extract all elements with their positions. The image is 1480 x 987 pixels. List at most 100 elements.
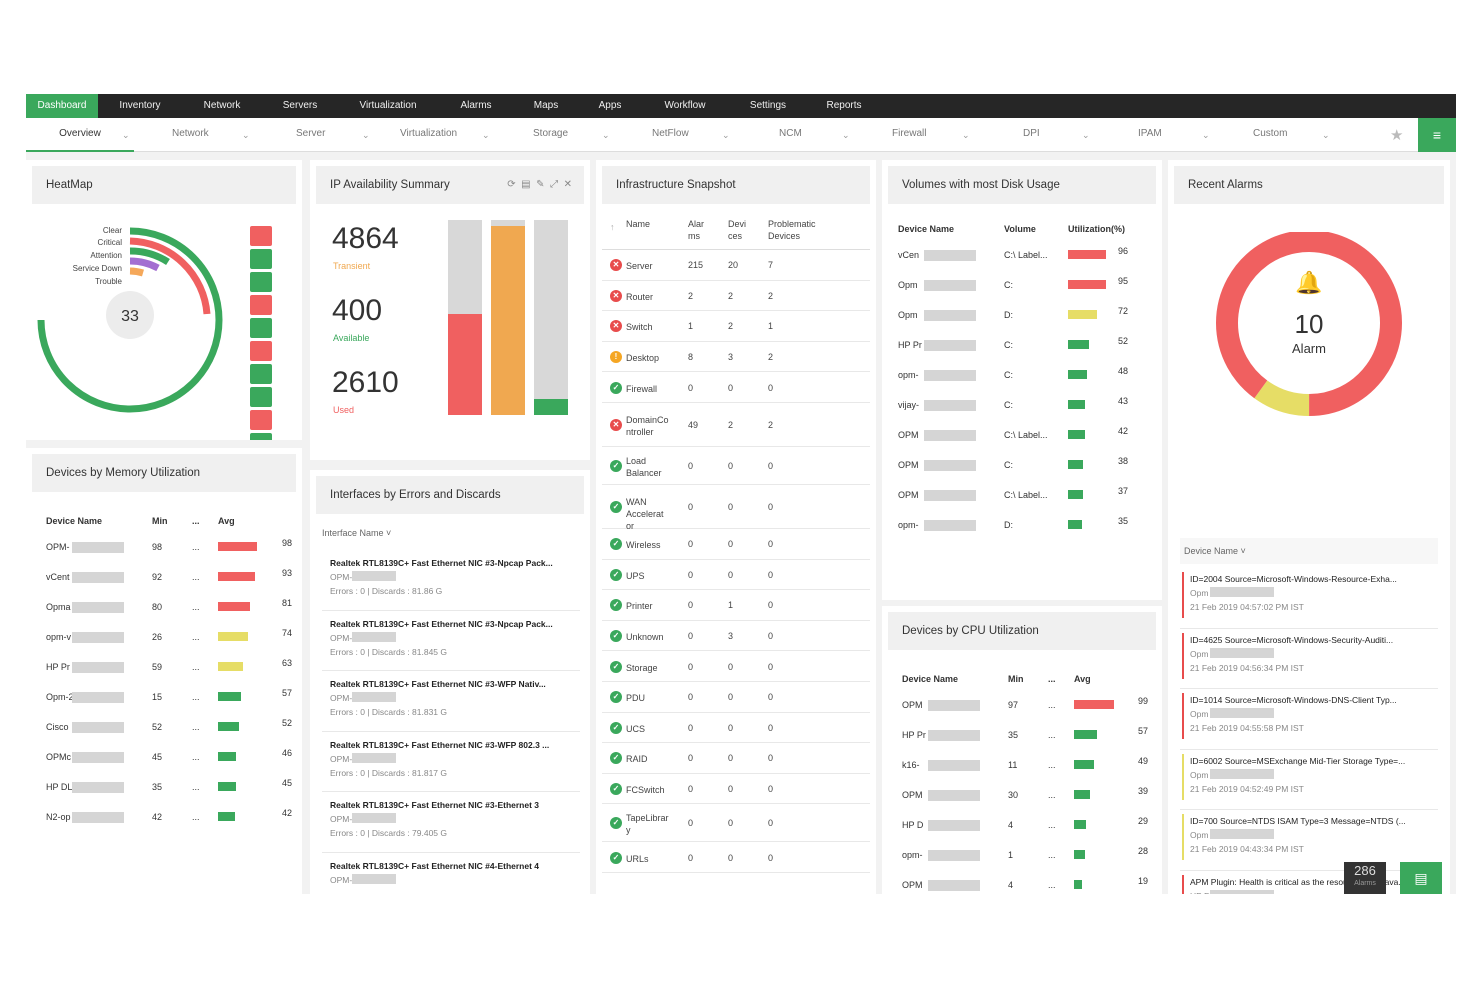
usage-row[interactable]: HP Pr 35... 57 <box>888 722 1156 752</box>
alarm-item[interactable]: ID=1014 Source=Microsoft-Windows-DNS-Cli… <box>1180 689 1438 750</box>
tab-settings[interactable]: Settings <box>749 100 787 111</box>
infra-column-header[interactable]: Name <box>626 219 651 229</box>
volumes-column-header[interactable]: Utilization(%) <box>1068 224 1125 234</box>
volumes-row[interactable]: vijay- C: 43 <box>888 390 1156 420</box>
usage-row[interactable]: Cisco 52... 52 <box>32 714 296 744</box>
tab-network[interactable]: Network <box>203 100 241 111</box>
filter-icon[interactable]: ≡ <box>1418 118 1456 152</box>
infra-row[interactable]: ✓ Load Balancer 0 0 0 <box>602 447 870 485</box>
subtab-network[interactable]: Network <box>172 128 209 139</box>
usage-column-header[interactable]: Avg <box>218 516 235 526</box>
tab-virtualization[interactable]: Virtualization <box>359 100 417 111</box>
infra-column-header[interactable]: Alar ms <box>688 219 705 241</box>
usage-row[interactable]: Opm-2 15... 57 <box>32 684 296 714</box>
interfaces-list-header[interactable]: Interface Name ˅ <box>322 528 392 538</box>
interface-item[interactable]: Realtek RTL8139C+ Fast Ethernet NIC #3-W… <box>322 732 580 792</box>
infra-row[interactable]: ✕ DomainCo ntroller 49 2 2 <box>602 403 870 447</box>
subtab-dpi[interactable]: DPI <box>1023 128 1040 139</box>
tab-apps[interactable]: Apps <box>598 100 622 111</box>
subtab-ipam[interactable]: IPAM <box>1138 128 1162 139</box>
volumes-row[interactable]: Opm D: 72 <box>888 300 1156 330</box>
usage-column-header[interactable]: Avg <box>1074 674 1091 684</box>
infra-row[interactable]: ✓ TapeLibrar y 0 0 0 <box>602 804 870 843</box>
subtab-overview[interactable]: Overview <box>26 118 134 152</box>
alarm-item[interactable]: ID=4625 Source=Microsoft-Windows-Securit… <box>1180 629 1438 689</box>
heatmap-square[interactable] <box>250 341 272 361</box>
tab-servers[interactable]: Servers <box>282 100 318 111</box>
alarm-attention-arc[interactable] <box>1254 380 1310 416</box>
usage-column-header[interactable]: Min <box>152 516 168 526</box>
alarm-item[interactable]: ID=2004 Source=Microsoft-Windows-Resourc… <box>1180 568 1438 629</box>
usage-row[interactable]: OPMc 45... 46 <box>32 744 296 774</box>
tab-maps[interactable]: Maps <box>533 100 559 111</box>
alarm-item[interactable]: ID=700 Source=NTDS ISAM Type=3 Message=N… <box>1180 810 1438 871</box>
volumes-row[interactable]: Opm C: 95 <box>888 270 1156 300</box>
infra-row[interactable]: ✓ Storage 0 0 0 <box>602 651 870 682</box>
volumes-row[interactable]: opm- D: 35 <box>888 510 1156 540</box>
usage-row[interactable]: k16- 11... 49 <box>888 752 1156 782</box>
volumes-row[interactable]: vCen C:\ Label... 96 <box>888 240 1156 270</box>
usage-row[interactable]: opm-v 26... 74 <box>32 624 296 654</box>
usage-row[interactable]: N2-op 42... 42 <box>32 804 296 834</box>
heatmap-square[interactable] <box>250 249 272 269</box>
interface-item[interactable]: Realtek RTL8139C+ Fast Ethernet NIC #4-E… <box>322 853 580 895</box>
panel-toolbar-icons[interactable]: ⟳ ▤ ✎ ⤢ ✕ <box>507 179 572 190</box>
infra-row[interactable]: ✓ UPS 0 0 0 <box>602 560 870 591</box>
interface-item[interactable]: Realtek RTL8139C+ Fast Ethernet NIC #3-N… <box>322 550 580 611</box>
chevron-down-icon[interactable]: ⌄ <box>962 130 970 140</box>
chevron-down-icon[interactable]: ⌄ <box>362 130 370 140</box>
usage-column-header[interactable]: Device Name <box>46 516 103 526</box>
alarm-item[interactable]: APM Plugin: Health is critical as the re… <box>1180 871 1438 894</box>
chevron-down-icon[interactable]: ⌄ <box>722 130 730 140</box>
infra-row[interactable]: ✓ Unknown 0 3 0 <box>602 621 870 652</box>
chevron-down-icon[interactable]: ⌄ <box>1322 130 1330 140</box>
chevron-down-icon[interactable]: ⌄ <box>842 130 850 140</box>
infra-row[interactable]: ✓ Firewall 0 0 0 <box>602 372 870 403</box>
volumes-column-header[interactable]: Volume <box>1004 224 1036 234</box>
alarm-item[interactable]: ID=6002 Source=MSExchange Mid-Tier Stora… <box>1180 750 1438 810</box>
tab-workflow[interactable]: Workflow <box>664 100 706 111</box>
usage-row[interactable]: HP D 4... 29 <box>888 812 1156 842</box>
infra-row[interactable]: ✓ RAID 0 0 0 <box>602 743 870 774</box>
usage-row[interactable]: HP DL 35... 45 <box>32 774 296 804</box>
heatmap-square[interactable] <box>250 410 272 430</box>
chat-icon[interactable]: ▤ <box>1400 862 1442 894</box>
usage-row[interactable]: OPM 97... 99 <box>888 692 1156 722</box>
usage-row[interactable]: Opma 80... 81 <box>32 594 296 624</box>
infra-row[interactable]: ✓ UCS 0 0 0 <box>602 713 870 744</box>
subtab-custom[interactable]: Custom <box>1253 128 1288 139</box>
usage-column-header[interactable]: Device Name <box>902 674 959 684</box>
heatmap-square[interactable] <box>250 226 272 246</box>
infra-row[interactable]: ✓ Wireless 0 0 0 <box>602 529 870 560</box>
ip-bar-fill[interactable] <box>534 399 568 415</box>
chevron-down-icon[interactable]: ⌄ <box>1202 130 1210 140</box>
usage-row[interactable]: vCent 92... 93 <box>32 564 296 594</box>
usage-row[interactable]: OPM 4... 19 <box>888 872 1156 894</box>
infra-column-header[interactable]: Devi ces <box>728 219 747 241</box>
volumes-column-header[interactable]: Device Name <box>898 224 955 234</box>
tab-alarms[interactable]: Alarms <box>460 100 492 111</box>
infra-row[interactable]: ✕ Server 215 20 7 <box>602 250 870 281</box>
tab-reports[interactable]: Reports <box>826 100 862 111</box>
infra-row[interactable]: ✓ PDU 0 0 0 <box>602 682 870 713</box>
subtab-virtualization[interactable]: Virtualization <box>400 128 458 139</box>
chevron-down-icon[interactable]: ⌄ <box>242 130 250 140</box>
usage-row[interactable]: OPM 30... 39 <box>888 782 1156 812</box>
sort-icon[interactable]: ↑ <box>610 222 615 232</box>
usage-row[interactable]: OPM- 98... 98 <box>32 534 296 564</box>
ip-bar-fill[interactable] <box>491 226 525 415</box>
usage-row[interactable]: HP Pr 59... 63 <box>32 654 296 684</box>
chevron-down-icon[interactable]: ⌄ <box>122 130 130 140</box>
infra-row[interactable]: ✓ FCSwitch 0 0 0 <box>602 774 870 805</box>
interface-item[interactable]: Realtek RTL8139C+ Fast Ethernet NIC #3-N… <box>322 611 580 671</box>
interface-item[interactable]: Realtek RTL8139C+ Fast Ethernet NIC #3-W… <box>322 671 580 732</box>
alarm-critical-arc[interactable] <box>1216 232 1402 416</box>
subtab-ncm[interactable]: NCM <box>779 128 802 139</box>
volumes-row[interactable]: OPM C: 38 <box>888 450 1156 480</box>
subtab-netflow[interactable]: NetFlow <box>652 128 689 139</box>
usage-column-header[interactable]: Min <box>1008 674 1024 684</box>
infra-row[interactable]: ✕ Switch 1 2 1 <box>602 311 870 342</box>
usage-column-header[interactable]: ... <box>192 516 200 526</box>
heatmap-square[interactable] <box>250 318 272 338</box>
ip-bar-fill[interactable] <box>448 314 482 415</box>
